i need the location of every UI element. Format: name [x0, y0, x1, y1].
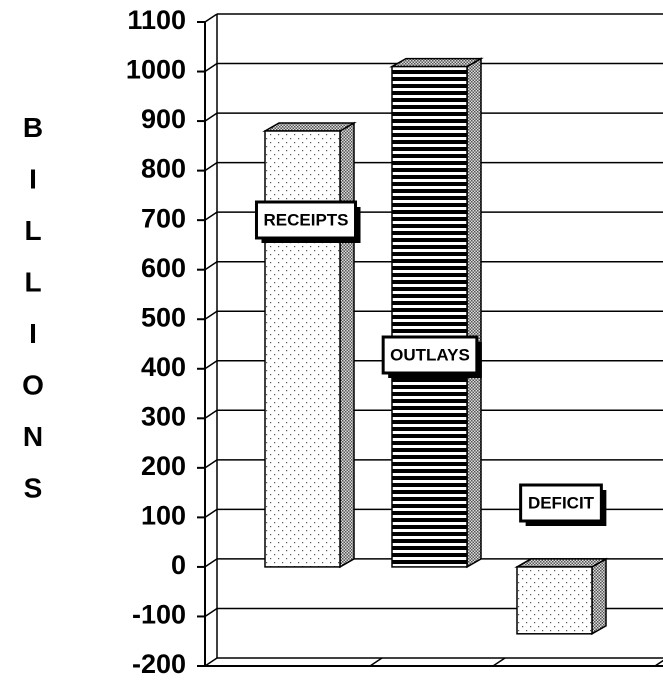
- y-tick-label: 900: [141, 104, 186, 134]
- y-tick-label: 400: [141, 352, 186, 382]
- category-label-box: RECEIPTS: [254, 200, 361, 243]
- category-label: DEFICIT: [528, 493, 595, 512]
- tick-diagonal: [204, 161, 218, 172]
- bar-side: [339, 121, 355, 569]
- label-box: [519, 483, 603, 523]
- tick-diagonal: [204, 558, 218, 568]
- tick-diagonal: [204, 112, 218, 122]
- y-tick-label: 800: [141, 154, 186, 184]
- bar-side: [466, 57, 482, 569]
- label-box: [381, 335, 479, 375]
- bar-top: [262, 122, 357, 132]
- y-tick-label: 200: [141, 451, 186, 481]
- floor-divider: [492, 657, 506, 667]
- tick-diagonal: [204, 310, 218, 320]
- bar: [391, 65, 468, 568]
- y-tick-label: 300: [141, 401, 186, 431]
- tick-diagonal: [204, 62, 218, 73]
- label-box: [254, 200, 358, 240]
- floor-divider: [369, 657, 383, 667]
- bar-top: [389, 57, 484, 68]
- tick-diagonal: [204, 360, 218, 370]
- y-tick-label: 0: [171, 550, 186, 580]
- category-label-box: DEFICIT: [519, 483, 607, 526]
- bar: [516, 566, 593, 635]
- y-tick-label: 1100: [127, 5, 186, 35]
- tick-diagonal: [204, 607, 218, 618]
- category-label-box: OUTLAYS: [381, 335, 482, 378]
- y-tick-label: 500: [141, 302, 186, 332]
- tick-diagonal: [204, 657, 218, 667]
- tick-diagonal: [204, 261, 218, 271]
- tick-diagonal: [204, 409, 218, 419]
- floor-divider: [654, 659, 663, 667]
- tick-diagonal: [204, 459, 218, 469]
- bar-side: [591, 557, 607, 636]
- tick-diagonal: [204, 211, 218, 221]
- y-tick-label: 600: [141, 253, 186, 283]
- y-tick-label: 700: [141, 203, 186, 233]
- tick-diagonal: [204, 508, 218, 519]
- y-tick-label: -200: [132, 649, 186, 679]
- category-label: RECEIPTS: [263, 210, 348, 229]
- bar-top: [514, 558, 609, 568]
- y-tick-label: -100: [132, 600, 186, 630]
- y-tick-label: 100: [141, 501, 186, 531]
- y-tick-label: 1000: [126, 55, 186, 85]
- category-label: OUTLAYS: [390, 345, 470, 364]
- tick-diagonal: [204, 13, 218, 23]
- bar: [264, 130, 341, 568]
